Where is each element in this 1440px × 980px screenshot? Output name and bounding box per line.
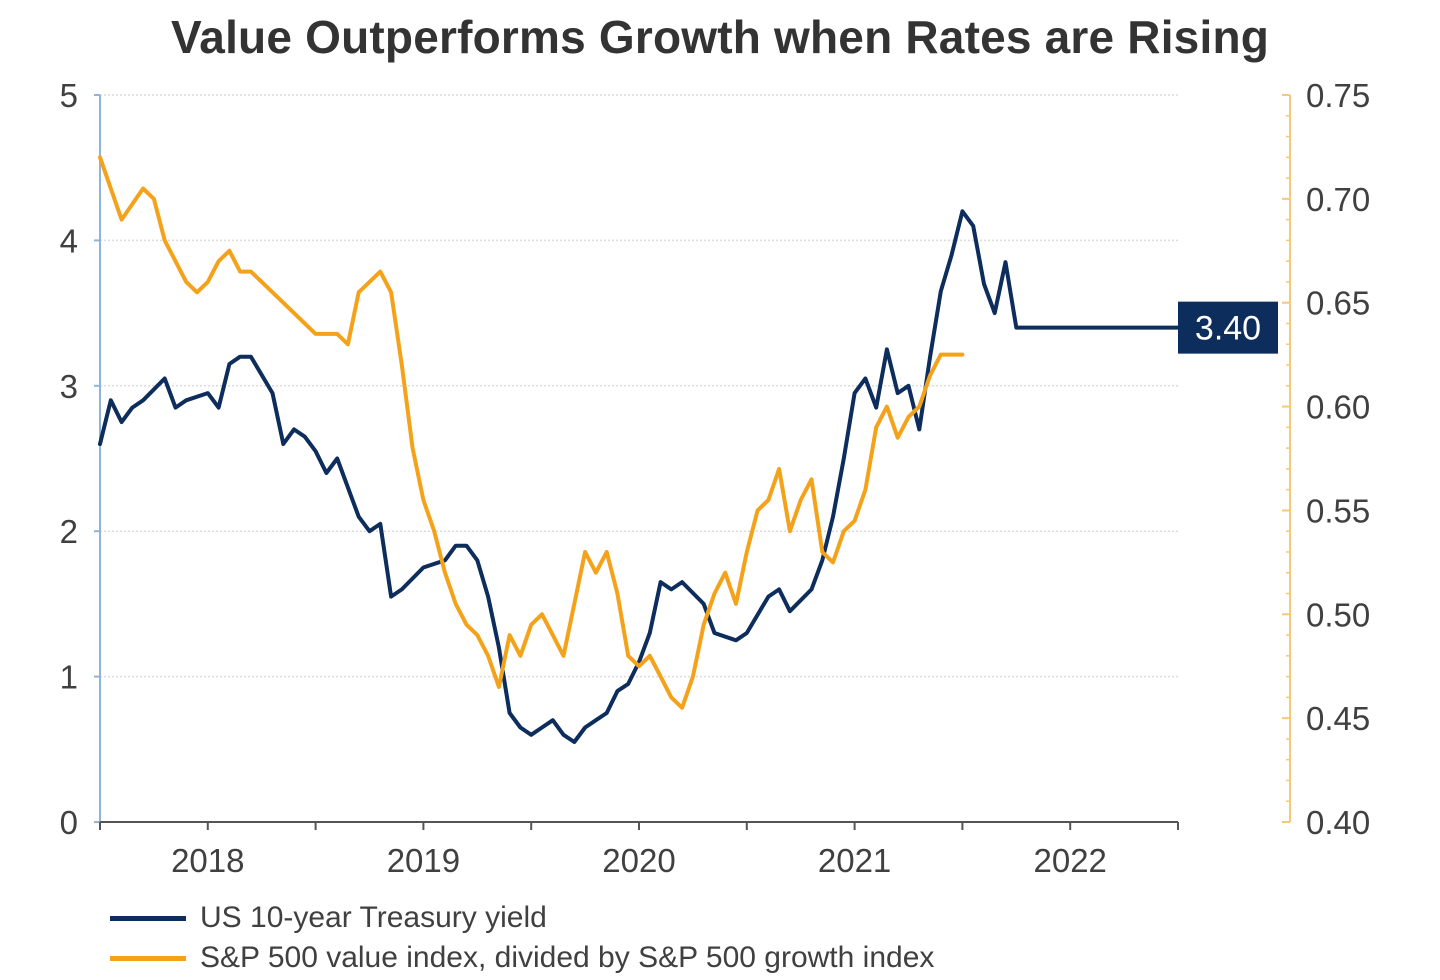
legend-label-treasury-yield: US 10-year Treasury yield xyxy=(200,901,547,934)
legend-item-value-growth-ratio: S&P 500 value index, divided by S&P 500 … xyxy=(110,938,934,978)
x-tick-label: 2021 xyxy=(818,842,891,879)
right-tick-label: 0.65 xyxy=(1306,285,1370,322)
right-tick-label: 0.75 xyxy=(1306,77,1370,114)
right-tick-label: 0.55 xyxy=(1306,492,1370,529)
left-tick-label: 5 xyxy=(60,77,78,114)
left-tick-label: 1 xyxy=(60,659,78,696)
value-growth-ratio-line xyxy=(98,155,965,710)
chart-title: Value Outperforms Growth when Rates are … xyxy=(170,11,1270,63)
legend-swatch-value-growth-ratio xyxy=(110,955,186,961)
legend-label-value-growth-ratio: S&P 500 value index, divided by S&P 500 … xyxy=(200,941,935,974)
end-value-badge: 3.40 xyxy=(1178,301,1278,354)
treasury-yield-line xyxy=(98,209,1180,744)
left-tick-label: 2 xyxy=(60,513,78,550)
left-tick-label: 0 xyxy=(60,804,78,841)
x-tick-label: 2018 xyxy=(171,842,244,879)
left-tick-label: 4 xyxy=(60,222,78,259)
grid-lines xyxy=(100,94,1178,678)
x-tick-label: 2019 xyxy=(387,842,460,879)
left-tick-label: 3 xyxy=(60,368,78,405)
end-value-badge-box xyxy=(1178,301,1278,354)
x-axis-ticks: 2018 2019 2020 2021 2022 xyxy=(99,822,1179,879)
right-tick-label: 0.50 xyxy=(1306,596,1370,633)
left-axis-ticks: 0 1 2 3 4 5 xyxy=(60,77,100,841)
legend-item-treasury-yield: US 10-year Treasury yield xyxy=(110,898,934,938)
right-tick-label: 0.45 xyxy=(1306,700,1370,737)
series-layer xyxy=(98,155,1180,744)
right-tick-label: 0.40 xyxy=(1306,804,1370,841)
legend-swatch-treasury-yield xyxy=(110,915,186,921)
x-tick-label: 2022 xyxy=(1033,842,1106,879)
right-tick-label: 0.60 xyxy=(1306,389,1370,426)
legend: US 10-year Treasury yield S&P 500 value … xyxy=(110,898,934,978)
end-value-badge-label: 3.40 xyxy=(1195,310,1261,348)
x-tick-label: 2020 xyxy=(602,842,675,879)
right-tick-label: 0.70 xyxy=(1306,181,1370,218)
right-axis-ticks: 0.40 0.45 0.50 0.55 0.60 0.65 0.70 0.75 xyxy=(1282,77,1370,841)
